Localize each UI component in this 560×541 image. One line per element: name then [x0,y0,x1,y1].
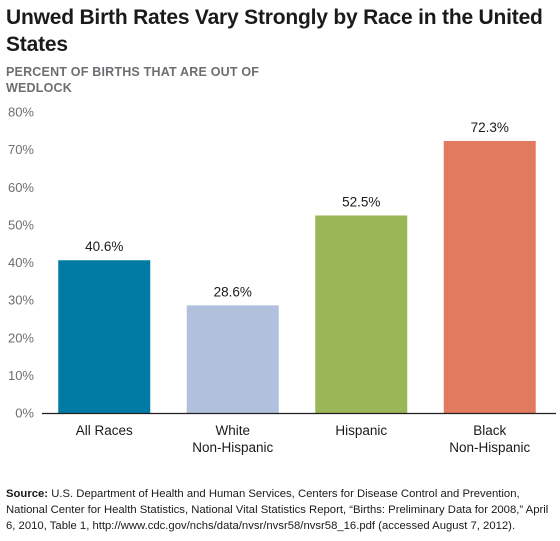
x-tick-label: Black Non-Hispanic [449,423,530,455]
bar [315,215,408,413]
y-tick-label: 30% [8,293,34,308]
data-label: 40.6% [85,239,123,254]
y-tick-label: 10% [8,368,34,383]
data-label: 72.3% [471,120,509,135]
x-tick-label: All Races [76,423,133,438]
source-note: Source: U.S. Department of Health and Hu… [6,486,558,534]
bar-chart: 0% 10% 20% 30% 40% 50% 60% 70% 80% 40.6% All Races… [8,105,556,455]
y-tick-label: 0% [15,406,34,421]
y-tick-label: 20% [8,330,34,345]
x-tick-label: Hispanic [335,423,387,438]
y-tick-label: 40% [8,255,34,270]
chart-title: Unwed Birth Rates Vary Strongly by Race … [6,6,543,56]
y-tick-label: 50% [8,217,34,232]
bar [443,140,536,413]
data-label: 52.5% [342,194,380,209]
chart-subtitle: PERCENT OF BIRTHS THAT ARE OUT OF WEDLOC… [6,65,260,95]
bar [186,305,279,413]
bar [58,260,151,413]
x-tick-label: White Non-Hispanic [192,423,273,455]
data-label: 28.6% [214,284,252,299]
y-tick-label: 70% [8,142,34,157]
source-text: U.S. Department of Health and Human Serv… [6,488,549,532]
y-tick-label: 60% [8,180,34,195]
y-tick-label: 80% [8,105,34,120]
source-label: Source: [6,488,49,500]
